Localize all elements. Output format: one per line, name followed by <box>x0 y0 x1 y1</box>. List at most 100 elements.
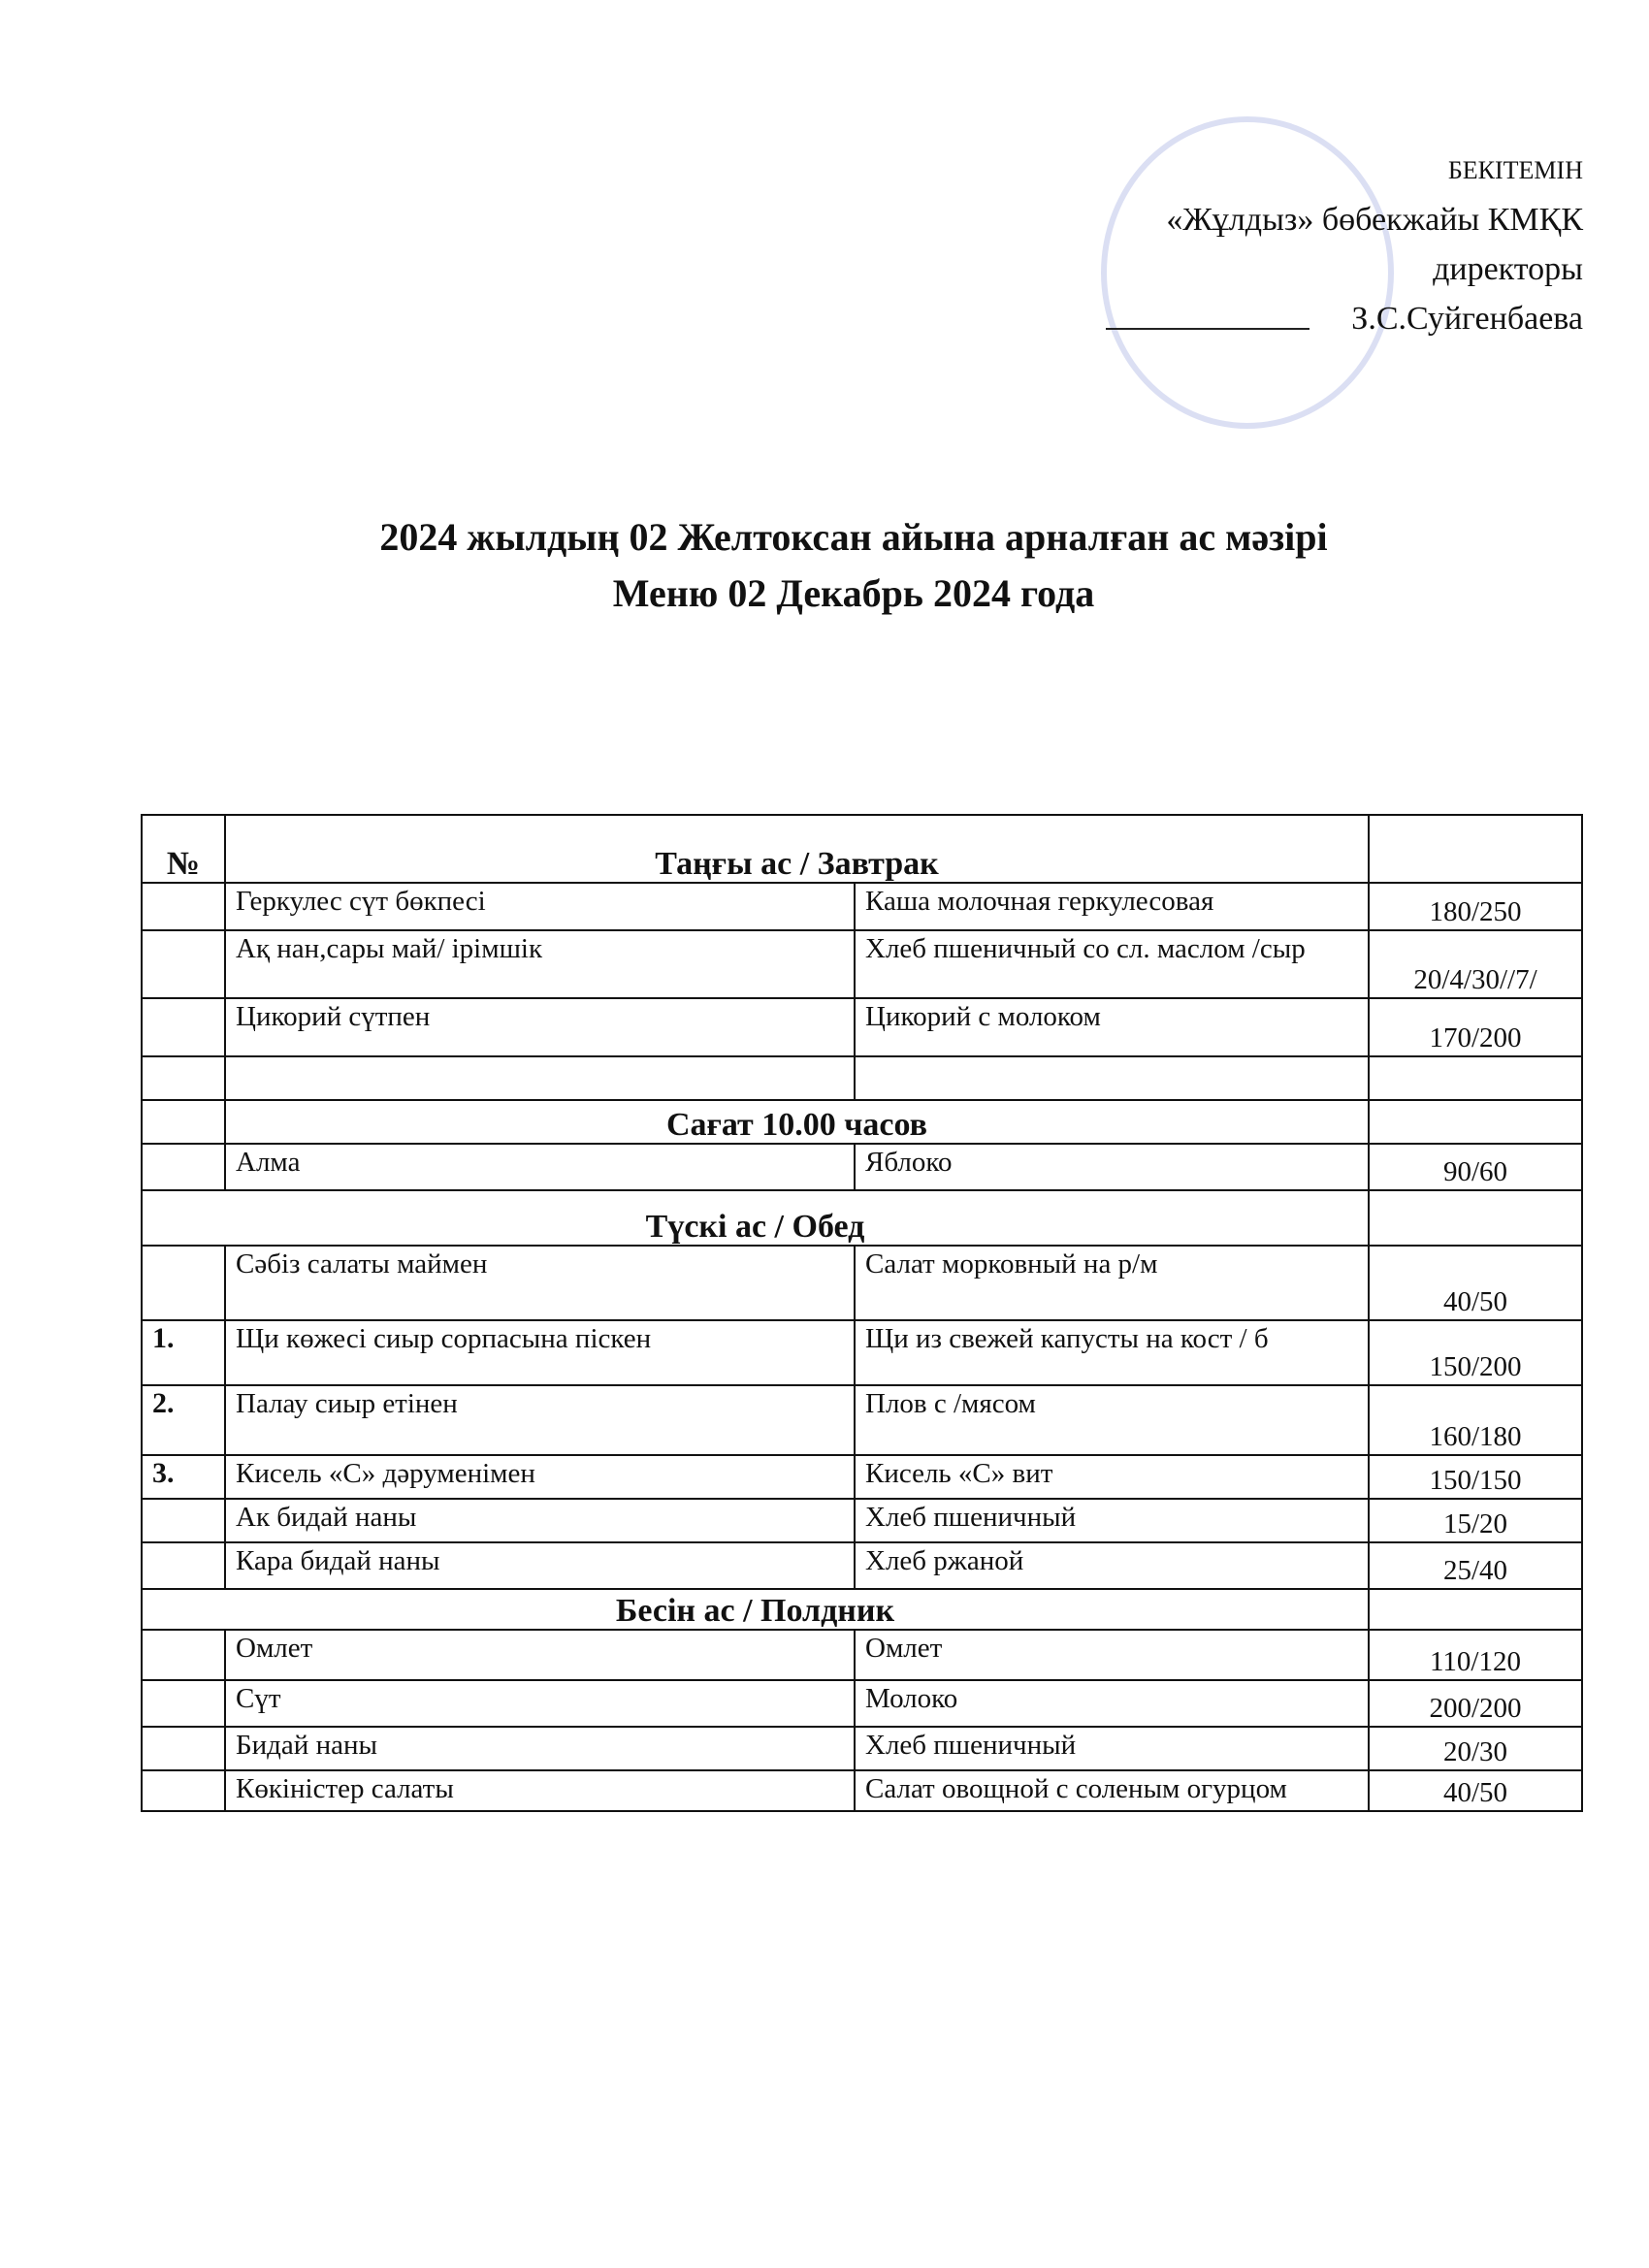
table-row: Омлет Омлет 110/120 <box>141 1629 1583 1681</box>
dish-kz: Сүт <box>224 1679 856 1728</box>
table-row: Бесін ас / Полдник <box>141 1588 1583 1631</box>
dish-kz: Ак бидай наны <box>224 1498 856 1543</box>
dish-ru: Хлеб пшеничный <box>854 1498 1370 1543</box>
row-number <box>141 997 226 1057</box>
section-title: Түскі ас / Обед <box>141 1189 1370 1247</box>
empty-cell <box>1368 1588 1583 1631</box>
dish-ru: Щи из свежей капусты на кост / б <box>854 1319 1370 1386</box>
dish-kz: Геркулес сүт бөкпесі <box>224 882 856 931</box>
table-row: № Таңғы ас / Завтрак <box>141 814 1583 884</box>
row-number <box>141 882 226 931</box>
dish-kz: Алма <box>224 1143 856 1191</box>
title: 2024 жылдың 02 Желтоксан айына арналған … <box>0 509 1649 622</box>
approval-line: «Жұлдыз» бөбекжайы КМҚК <box>1166 202 1583 238</box>
row-number <box>141 1541 226 1590</box>
portion: 180/250 <box>1368 882 1583 931</box>
table-row: Бидай наны Хлеб пшеничный 20/30 <box>141 1726 1583 1771</box>
dish-kz: Кисель «С» дәруменімен <box>224 1454 856 1500</box>
signature-line <box>1106 328 1310 330</box>
table-row: Сәбіз салаты маймен Салат морковный на р/… <box>141 1245 1583 1321</box>
portion: 170/200 <box>1368 997 1583 1057</box>
table-row: 2. Палау сиыр етінен Плов с /мясом 160/180 <box>141 1384 1583 1456</box>
table-row: Алма Яблоко 90/60 <box>141 1143 1583 1191</box>
row-number <box>141 1679 226 1728</box>
section-title: Сағат 10.00 часов <box>224 1099 1370 1145</box>
row-number <box>141 1055 226 1101</box>
row-number <box>141 1498 226 1543</box>
dish-kz: Ақ нан,сары май/ ірімшік <box>224 929 856 999</box>
menu-table: № Таңғы ас / Завтрак Геркулес сүт бөкпесі К… <box>141 814 1583 1812</box>
dish-kz: Сәбіз салаты маймен <box>224 1245 856 1321</box>
dish-ru: Плов с /мясом <box>854 1384 1370 1456</box>
dish-ru: Хлеб пшеничный со сл. маслом /сыр <box>854 929 1370 999</box>
portion <box>1368 1055 1583 1101</box>
dish-ru: Салат овощной с соленым огурцом <box>854 1769 1370 1812</box>
dish-ru: Каша молочная геркулесовая <box>854 882 1370 931</box>
dish-ru <box>854 1055 1370 1101</box>
section-title: Бесін ас / Полдник <box>141 1588 1370 1631</box>
dish-ru: Хлеб ржаной <box>854 1541 1370 1590</box>
dish-kz: Кара бидай наны <box>224 1541 856 1590</box>
title-line: Меню 02 Декабрь 2024 года <box>612 571 1095 615</box>
portion: 40/50 <box>1368 1245 1583 1321</box>
table-row: Сүт Молоко 200/200 <box>141 1679 1583 1728</box>
portion: 20/4/30//7/ <box>1368 929 1583 999</box>
table-row: Ақ нан,сары май/ ірімшік Хлеб пшеничный с… <box>141 929 1583 999</box>
table-row: Сағат 10.00 часов <box>141 1099 1583 1145</box>
dish-ru: Хлеб пшеничный <box>854 1726 1370 1771</box>
table-row: Түскі ас / Обед <box>141 1189 1583 1247</box>
dish-kz: Омлет <box>224 1629 856 1681</box>
dish-kz <box>224 1055 856 1101</box>
table-row: Цикорий сүтпен Цикорий с молоком 170/200 <box>141 997 1583 1057</box>
row-number <box>141 1099 226 1145</box>
row-number: 2. <box>141 1384 226 1456</box>
table-row: Көкіністер салаты Салат овощной с соленым… <box>141 1769 1583 1812</box>
row-number <box>141 1726 226 1771</box>
portion: 150/200 <box>1368 1319 1583 1386</box>
row-number <box>141 1245 226 1321</box>
portion: 200/200 <box>1368 1679 1583 1728</box>
table-row: Кара бидай наны Хлеб ржаной 25/40 <box>141 1541 1583 1590</box>
approval-line: директоры <box>1433 251 1583 287</box>
empty-cell <box>1368 1099 1583 1145</box>
approval-line: БЕКІТЕМІН <box>1447 156 1583 184</box>
row-number: 1. <box>141 1319 226 1386</box>
portion: 25/40 <box>1368 1541 1583 1590</box>
dish-kz: Щи көжесі сиыр сорпасына піскен <box>224 1319 856 1386</box>
portion: 40/50 <box>1368 1769 1583 1812</box>
row-number <box>141 1629 226 1681</box>
portion: 160/180 <box>1368 1384 1583 1456</box>
title-line: 2024 жылдың 02 Желтоксан айына арналған … <box>379 515 1328 559</box>
row-number <box>141 929 226 999</box>
dish-ru: Салат морковный на р/м <box>854 1245 1370 1321</box>
dish-ru: Цикорий с молоком <box>854 997 1370 1057</box>
portion: 150/150 <box>1368 1454 1583 1500</box>
approval-line: З.С.Суйгенбаева <box>1351 301 1583 337</box>
table-row <box>141 1055 1583 1101</box>
table-row: Геркулес сүт бөкпесі Каша молочная геркул… <box>141 882 1583 931</box>
empty-cell <box>1368 1189 1583 1247</box>
row-number <box>141 1143 226 1191</box>
dish-ru: Омлет <box>854 1629 1370 1681</box>
dish-kz: Көкіністер салаты <box>224 1769 856 1812</box>
empty-cell <box>1368 814 1583 884</box>
dish-kz: Бидай наны <box>224 1726 856 1771</box>
dish-kz: Цикорий сүтпен <box>224 997 856 1057</box>
row-number: № <box>141 814 226 884</box>
dish-ru: Яблоко <box>854 1143 1370 1191</box>
dish-ru: Кисель «С» вит <box>854 1454 1370 1500</box>
approval-block: БЕКІТЕМІН «Жұлдыз» бөбекжайы КМҚК директ… <box>1166 146 1583 343</box>
section-title: Таңғы ас / Завтрак <box>224 814 1370 884</box>
portion: 90/60 <box>1368 1143 1583 1191</box>
portion: 15/20 <box>1368 1498 1583 1543</box>
row-number <box>141 1769 226 1812</box>
dish-kz: Палау сиыр етінен <box>224 1384 856 1456</box>
portion: 20/30 <box>1368 1726 1583 1771</box>
dish-ru: Молоко <box>854 1679 1370 1728</box>
table-row: 3. Кисель «С» дәруменімен Кисель «С» вит 15… <box>141 1454 1583 1500</box>
table-row: 1. Щи көжесі сиыр сорпасына піскен Щи из с… <box>141 1319 1583 1386</box>
portion: 110/120 <box>1368 1629 1583 1681</box>
row-number: 3. <box>141 1454 226 1500</box>
stamp <box>1101 116 1394 429</box>
